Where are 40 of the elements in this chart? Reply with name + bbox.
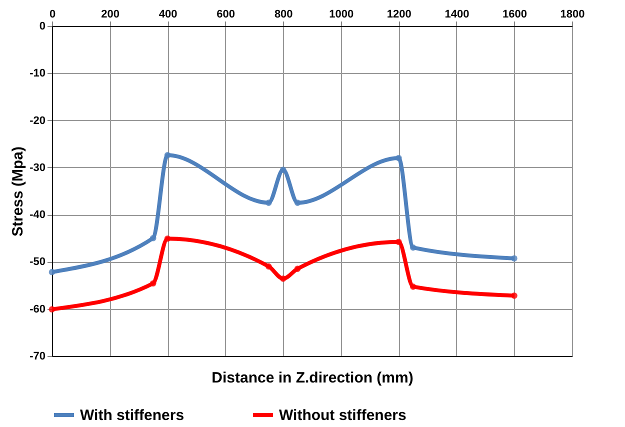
point (511, 292, 518, 299)
point (164, 235, 171, 242)
y-tick-label: -30 (30, 162, 46, 174)
y-tick-label: 0 (39, 20, 46, 32)
point (164, 152, 171, 158)
legend-label: Without stiffeners (279, 407, 406, 424)
x-tick-label: 1200 (386, 8, 412, 20)
point (266, 263, 272, 270)
x-tick-label: 800 (274, 8, 293, 20)
point (150, 234, 156, 242)
point (266, 200, 272, 206)
point (48, 306, 56, 312)
point (410, 284, 416, 290)
point (511, 255, 518, 262)
x-tick-label: 200 (101, 8, 120, 20)
legend-label: With stiffeners (80, 407, 184, 424)
y-tick-label: -10 (30, 68, 46, 80)
y-tick-label: -40 (30, 209, 46, 222)
y-tick-label: -60 (30, 303, 46, 316)
y-axis-title: Stress (Mpa) (10, 146, 27, 237)
point (294, 200, 301, 206)
y-tick-label: -50 (30, 256, 46, 268)
x-tick-label: 0 (49, 8, 56, 20)
point (396, 154, 402, 162)
x-tick-label: 1400 (444, 8, 470, 20)
point (294, 266, 301, 272)
point (396, 238, 402, 246)
x-tick-label: 400 (158, 8, 178, 20)
point (48, 268, 56, 276)
point (150, 280, 156, 287)
x-axis-title: Distance in Z.direction (mm) (212, 370, 414, 386)
y-tick-label: -20 (30, 114, 46, 127)
x-tick-label: 1600 (502, 8, 527, 20)
x-tick-label: 600 (216, 8, 236, 20)
x-tick-label: 1000 (329, 8, 354, 20)
x-tick-label: 1800 (560, 8, 585, 20)
y-tick-label: -70 (30, 350, 46, 362)
point (280, 166, 286, 173)
point (410, 244, 416, 251)
point (280, 276, 286, 282)
